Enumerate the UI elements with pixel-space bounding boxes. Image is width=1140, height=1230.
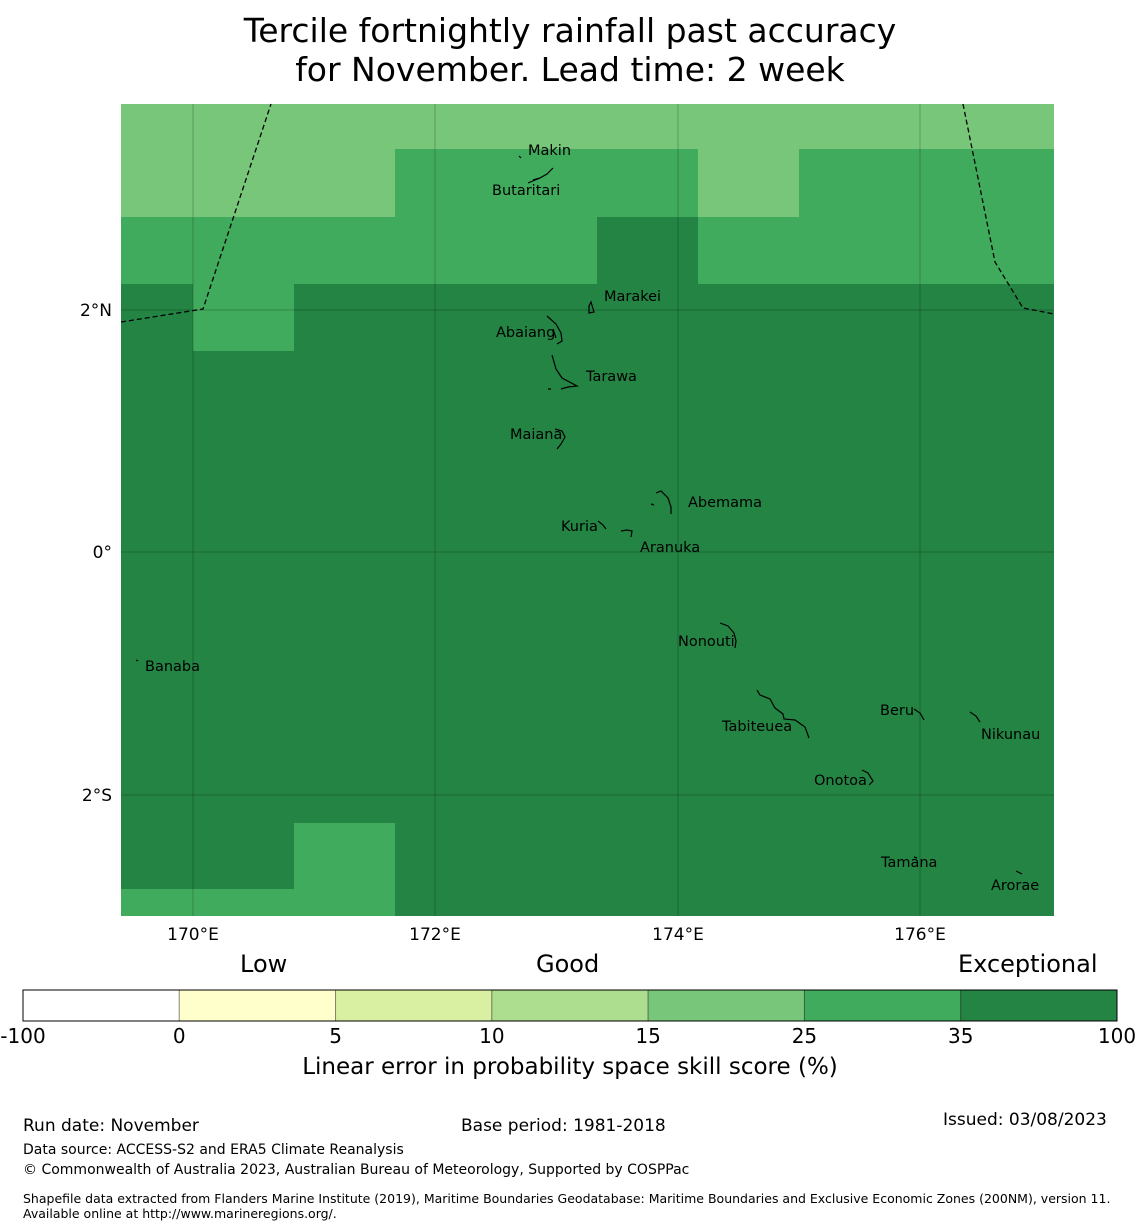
island-label: Butaritari <box>492 183 560 199</box>
grid-cell <box>294 823 395 916</box>
colorbar-swatch <box>491 989 649 1022</box>
colorbar-tick: 100 <box>1097 1024 1137 1048</box>
island-label: Aranuka <box>640 540 700 556</box>
graticule <box>121 104 1054 916</box>
island-shape <box>969 711 981 723</box>
data-source: Data source: ACCESS-S2 and ERA5 Climate … <box>23 1142 404 1158</box>
run-date: Run date: November <box>23 1116 199 1136</box>
colorbar-tick: 15 <box>635 1024 661 1048</box>
island-shape <box>861 769 874 786</box>
lat-label: 2°S <box>82 786 112 806</box>
grid-cell <box>395 149 698 217</box>
island-label: Makin <box>528 143 571 159</box>
island-outlines <box>135 155 1023 875</box>
island-shape <box>527 167 554 184</box>
shapefile-credit: Shapefile data extracted from Flanders M… <box>23 1191 1111 1221</box>
island-label: Banaba <box>145 659 200 675</box>
base-period: Base period: 1981-2018 <box>461 1116 666 1136</box>
island-label: Onotoa <box>814 773 867 789</box>
island-shape <box>719 622 737 649</box>
island-label: Kuria <box>561 519 598 535</box>
grid-cell <box>121 149 395 217</box>
colorbar-swatch <box>335 989 493 1022</box>
grid-cell <box>799 149 1054 217</box>
issued-date: Issued: 03/08/2023 <box>943 1110 1107 1130</box>
island-shape <box>756 689 810 739</box>
map-title-line-1: Tercile fortnightly rainfall past accura… <box>243 11 897 50</box>
colorbar-swatch <box>22 989 180 1022</box>
island-label: Nikunau <box>981 727 1040 743</box>
colorbar-tick: 0 <box>172 1024 186 1048</box>
colorbar-tick: 25 <box>791 1024 818 1048</box>
lon-label: 170°E <box>167 925 219 945</box>
colorbar-swatch <box>647 989 805 1022</box>
colorbar-frame <box>22 989 1118 1022</box>
island-shape <box>554 428 566 450</box>
legend-category-low: Low <box>240 950 288 978</box>
island-label: Maiana <box>510 427 562 443</box>
island-shape <box>650 490 672 514</box>
island-shape <box>913 856 918 859</box>
grid-cell <box>121 104 1054 149</box>
island-shape <box>597 520 633 538</box>
island-shape <box>518 155 522 159</box>
legend-category-exceptional: Exceptional <box>958 950 1098 978</box>
lon-label: 176°E <box>894 925 946 945</box>
axis-labels: 2°N 0° 2°S 170°E 172°E 174°E 176°E <box>80 301 946 945</box>
colorbar <box>22 989 1118 1022</box>
lat-label: 0° <box>93 543 112 563</box>
colorbar-swatch <box>960 989 1118 1022</box>
colorbar-tick: 10 <box>479 1024 505 1048</box>
colorbar-tick: 35 <box>947 1024 974 1048</box>
grid-cell <box>698 149 799 217</box>
island-label: Beru <box>880 703 914 719</box>
island-label: Tamana <box>880 855 937 871</box>
island-label: Arorae <box>991 878 1039 894</box>
island-shape <box>546 315 563 345</box>
island-label: Nonouti <box>678 634 735 650</box>
colorbar-tick: -100 <box>0 1024 46 1048</box>
grid-cell <box>597 217 698 284</box>
legend-category-good: Good <box>536 950 600 978</box>
grid-cell <box>121 217 597 284</box>
island-label: Abaiang <box>496 325 555 341</box>
island-shape <box>135 659 139 662</box>
island-label: Marakei <box>604 289 661 305</box>
colorbar-axis-label: Linear error in probability space skill … <box>302 1054 838 1080</box>
colorbar-tick: 5 <box>329 1024 342 1048</box>
island-shape <box>1015 870 1023 875</box>
island-shape <box>548 354 579 390</box>
lon-label: 174°E <box>652 925 704 945</box>
island-label: Tarawa <box>585 369 637 385</box>
grid-cell <box>698 217 1054 284</box>
island-label: Abemama <box>688 495 762 511</box>
lat-label: 2°N <box>80 301 112 321</box>
lon-label: 172°E <box>409 925 461 945</box>
skill-grid <box>121 104 1054 916</box>
island-labels: Makin Butaritari Marakei Abaiang Tarawa … <box>145 143 1040 894</box>
island-shape <box>588 300 595 314</box>
colorbar-swatch <box>178 989 337 1022</box>
map-title-line-2: for November. Lead time: 2 week <box>295 50 845 89</box>
island-shape <box>913 708 925 721</box>
skill-map: Makin Butaritari Marakei Abaiang Tarawa … <box>80 103 1055 945</box>
eez-boundary <box>120 103 1055 323</box>
island-label: Tabiteuea <box>721 719 792 735</box>
copyright: © Commonwealth of Australia 2023, Austra… <box>23 1162 690 1178</box>
colorbar-swatch <box>803 989 962 1022</box>
grid-cell <box>121 889 294 916</box>
grid-cell <box>193 284 294 351</box>
